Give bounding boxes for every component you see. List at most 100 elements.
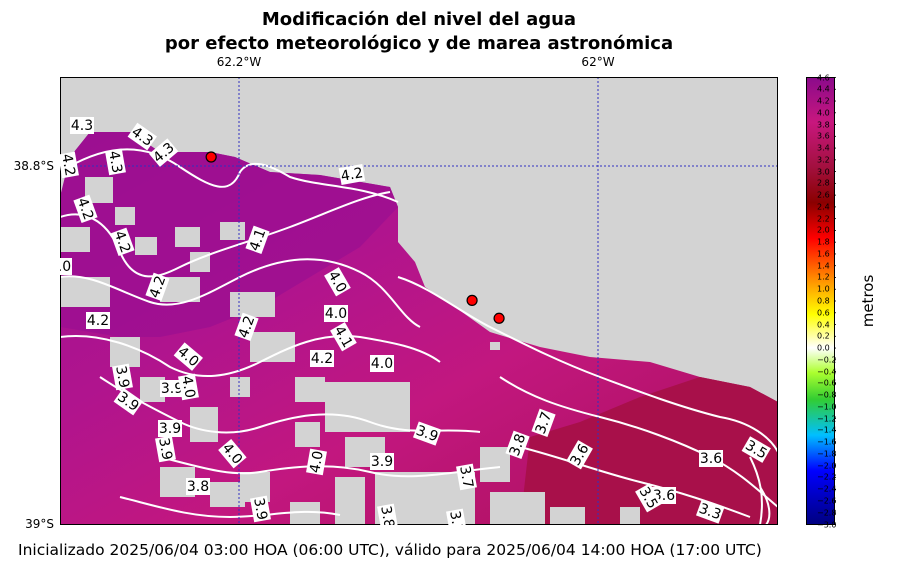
colorbar-tick-label: 0.0 [817, 343, 830, 353]
svg-text:4.2: 4.2 [236, 314, 259, 340]
colorbar-tick-label: 0.8 [817, 296, 830, 306]
contour-label: 3.7 [456, 463, 477, 491]
colorbar-tick-label: 2.4 [817, 202, 830, 212]
colorbar-tick-label: −1.4 [817, 425, 837, 435]
contour-label: 4.3 [70, 117, 94, 134]
colorbar-tick-label: 3.0 [817, 167, 830, 177]
colorbar-tick-label: 3.8 [817, 120, 830, 130]
colorbar-gradient [806, 77, 835, 525]
colorbar-tick-label: 4.4 [817, 84, 830, 94]
svg-text:3.6: 3.6 [700, 451, 722, 467]
colorbar-tick-label: 1.2 [817, 272, 830, 282]
colorbar-tick-label: −0.4 [817, 367, 837, 377]
svg-text:4.2: 4.2 [340, 165, 365, 185]
contour-label: 4.2 [73, 194, 98, 224]
svg-text:4.2: 4.2 [60, 153, 78, 178]
station-marker[interactable] [466, 294, 478, 306]
svg-text:3.9: 3.9 [371, 454, 393, 470]
contour-label: 3.8 [505, 430, 530, 460]
contour-label: 3.8 [186, 478, 210, 495]
colorbar-tick-label: −0.2 [817, 355, 837, 365]
contour-label: 4.0 [178, 373, 199, 401]
svg-text:3.9: 3.9 [250, 497, 270, 522]
contour-label: 4.2 [338, 164, 366, 185]
colorbar-tick-label: 3.2 [817, 155, 830, 165]
contour-label: 4.3 [105, 148, 126, 176]
svg-text:3.7: 3.7 [456, 465, 476, 490]
svg-text:4.0: 4.0 [371, 356, 393, 372]
colorbar-tick-label: 2.2 [817, 214, 830, 224]
svg-text:4.2: 4.2 [87, 313, 109, 329]
svg-text:4.1: 4.1 [247, 227, 270, 253]
contour-labels: 4.34.34.34.24.34.24.24.14.24.04.24.04.24… [60, 117, 771, 525]
sea-lower-right-zone [520, 377, 778, 525]
colorbar-tick-label: −1.2 [817, 414, 837, 424]
contour-label: 3.9 [160, 380, 184, 397]
map-frame [60, 77, 778, 525]
svg-text:4.0: 4.0 [60, 259, 71, 275]
contour-label: 4.2 [60, 151, 79, 179]
water-level-map: 4.34.34.34.24.34.24.24.14.24.04.24.04.24… [60, 77, 778, 525]
colorbar-label: metros [859, 274, 877, 328]
svg-text:4.3: 4.3 [71, 118, 93, 134]
lon-tick-62: 62°W [581, 55, 615, 69]
svg-text:3.9: 3.9 [161, 381, 183, 397]
contour-label: 3.8 [377, 503, 398, 525]
colorbar-tick-label: 3.6 [817, 131, 830, 141]
colorbar-tick-label: −2.2 [817, 472, 837, 482]
contour-label: 4.0 [370, 355, 394, 372]
lat-tick-39: 39°S [25, 517, 54, 531]
contour-label: 3.9 [412, 421, 442, 446]
colorbar-tick-label: 2.8 [817, 178, 830, 188]
lon-tick-62-2: 62.2°W [216, 55, 262, 69]
colorbar-tick-label: −2.8 [817, 508, 837, 518]
colorbar-tick-label: 2.6 [817, 190, 830, 200]
svg-text:4.0: 4.0 [325, 306, 347, 322]
svg-text:3.9: 3.9 [159, 421, 181, 437]
colorbar [806, 77, 836, 525]
contour-label: 4.0 [324, 305, 348, 322]
stations [205, 151, 505, 324]
svg-text:3.9: 3.9 [414, 423, 440, 446]
colorbar-tick-label: −1.8 [817, 449, 837, 459]
svg-text:3.8: 3.8 [187, 479, 209, 495]
colorbar-tick-label: 1.8 [817, 237, 830, 247]
svg-text:3.3: 3.3 [446, 510, 466, 525]
colorbar-tick-label: 4.0 [817, 108, 830, 118]
svg-text:3.9: 3.9 [112, 365, 132, 390]
contour-label: 4.2 [234, 312, 259, 342]
contour-label: 4.2 [145, 272, 170, 302]
contour-label: 3.9 [250, 495, 271, 523]
svg-text:3.7: 3.7 [533, 410, 556, 436]
colorbar-tick-label: 4.6 [817, 73, 830, 82]
colorbar-tick-label: −3.0 [817, 520, 837, 529]
contour-label: 3.9 [155, 435, 176, 463]
colorbar-tick-label: −0.8 [817, 390, 837, 400]
colorbar-tick-label: −2.6 [817, 496, 837, 506]
colorbar-tick-label: 3.4 [817, 143, 830, 153]
station-marker[interactable] [493, 312, 505, 324]
title-line-2: por efecto meteorológico y de marea astr… [164, 33, 674, 54]
lat-tick-38-8: 38.8°S [13, 159, 54, 173]
colorbar-tick-label: 0.6 [817, 308, 830, 318]
colorbar-tick-label: 4.2 [817, 96, 830, 106]
contour-label: 4.0 [306, 448, 327, 476]
contour-label: 4.0 [60, 258, 72, 275]
contour-lines [60, 148, 778, 525]
contour-label: 3.9 [158, 420, 182, 437]
colorbar-tick-marks [834, 77, 836, 525]
contour-label: 3.3 [446, 508, 467, 525]
contour-label: 3.9 [370, 453, 394, 470]
station-marker[interactable] [205, 151, 217, 163]
map-title: Modificación del nivel del agua por efec… [60, 8, 778, 56]
svg-text:4.0: 4.0 [178, 375, 198, 400]
colorbar-tick-label: −1.6 [817, 437, 837, 447]
colorbar-tick-label: 0.4 [817, 320, 830, 330]
colorbar-tick-label: 0.2 [817, 331, 830, 341]
svg-text:4.2: 4.2 [111, 229, 134, 255]
colorbar-tick-label: −0.6 [817, 378, 837, 388]
contour-label: 4.2 [86, 312, 110, 329]
colorbar-tick-label: −2.4 [817, 484, 837, 494]
colorbar-tick-label: 1.6 [817, 249, 830, 259]
svg-text:4.0: 4.0 [307, 450, 327, 475]
